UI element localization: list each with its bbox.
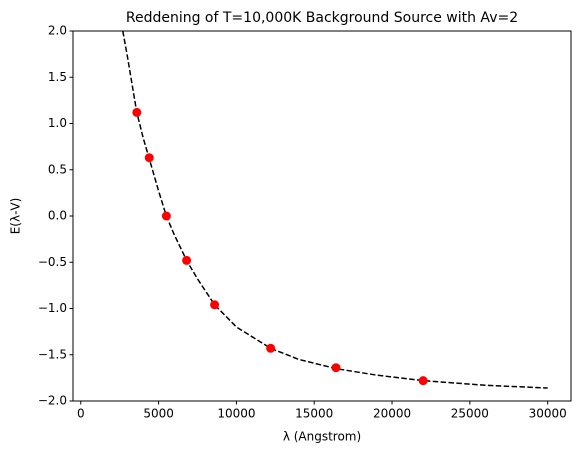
y-tick-label: 0.0 bbox=[48, 209, 67, 223]
y-tick-label: 2.0 bbox=[48, 24, 67, 38]
y-tick-label: 0.5 bbox=[48, 162, 67, 176]
plot-area bbox=[122, 31, 548, 389]
x-tick-label: 10000 bbox=[217, 407, 255, 421]
chart-title: Reddening of T=10,000K Background Source… bbox=[126, 10, 518, 26]
x-axis-label: λ (Angstrom) bbox=[283, 430, 361, 444]
data-point bbox=[132, 107, 142, 117]
x-tick-label: 0 bbox=[77, 407, 85, 421]
y-axis-label: E(λ-V) bbox=[9, 198, 23, 235]
x-tick-label: 15000 bbox=[295, 407, 333, 421]
x-tick-label: 25000 bbox=[451, 407, 489, 421]
x-tick-label: 30000 bbox=[529, 407, 567, 421]
y-tick-label: −1.0 bbox=[38, 301, 67, 315]
x-tick-label: 20000 bbox=[373, 407, 411, 421]
x-tick-label: 5000 bbox=[143, 407, 174, 421]
y-tick-label: 1.0 bbox=[48, 116, 67, 130]
data-point bbox=[418, 376, 428, 386]
axes-frame bbox=[72, 30, 572, 402]
y-tick-label: −0.5 bbox=[38, 255, 67, 269]
y-tick-label: −2.0 bbox=[38, 394, 67, 408]
data-point bbox=[266, 343, 276, 353]
data-point bbox=[161, 211, 171, 221]
y-tick-label: −1.5 bbox=[38, 347, 67, 361]
dashed-curve bbox=[122, 31, 548, 389]
data-point bbox=[210, 300, 220, 310]
data-point bbox=[331, 363, 341, 373]
data-point bbox=[182, 255, 192, 265]
y-tick-label: 1.5 bbox=[48, 70, 67, 84]
data-point bbox=[144, 153, 154, 163]
